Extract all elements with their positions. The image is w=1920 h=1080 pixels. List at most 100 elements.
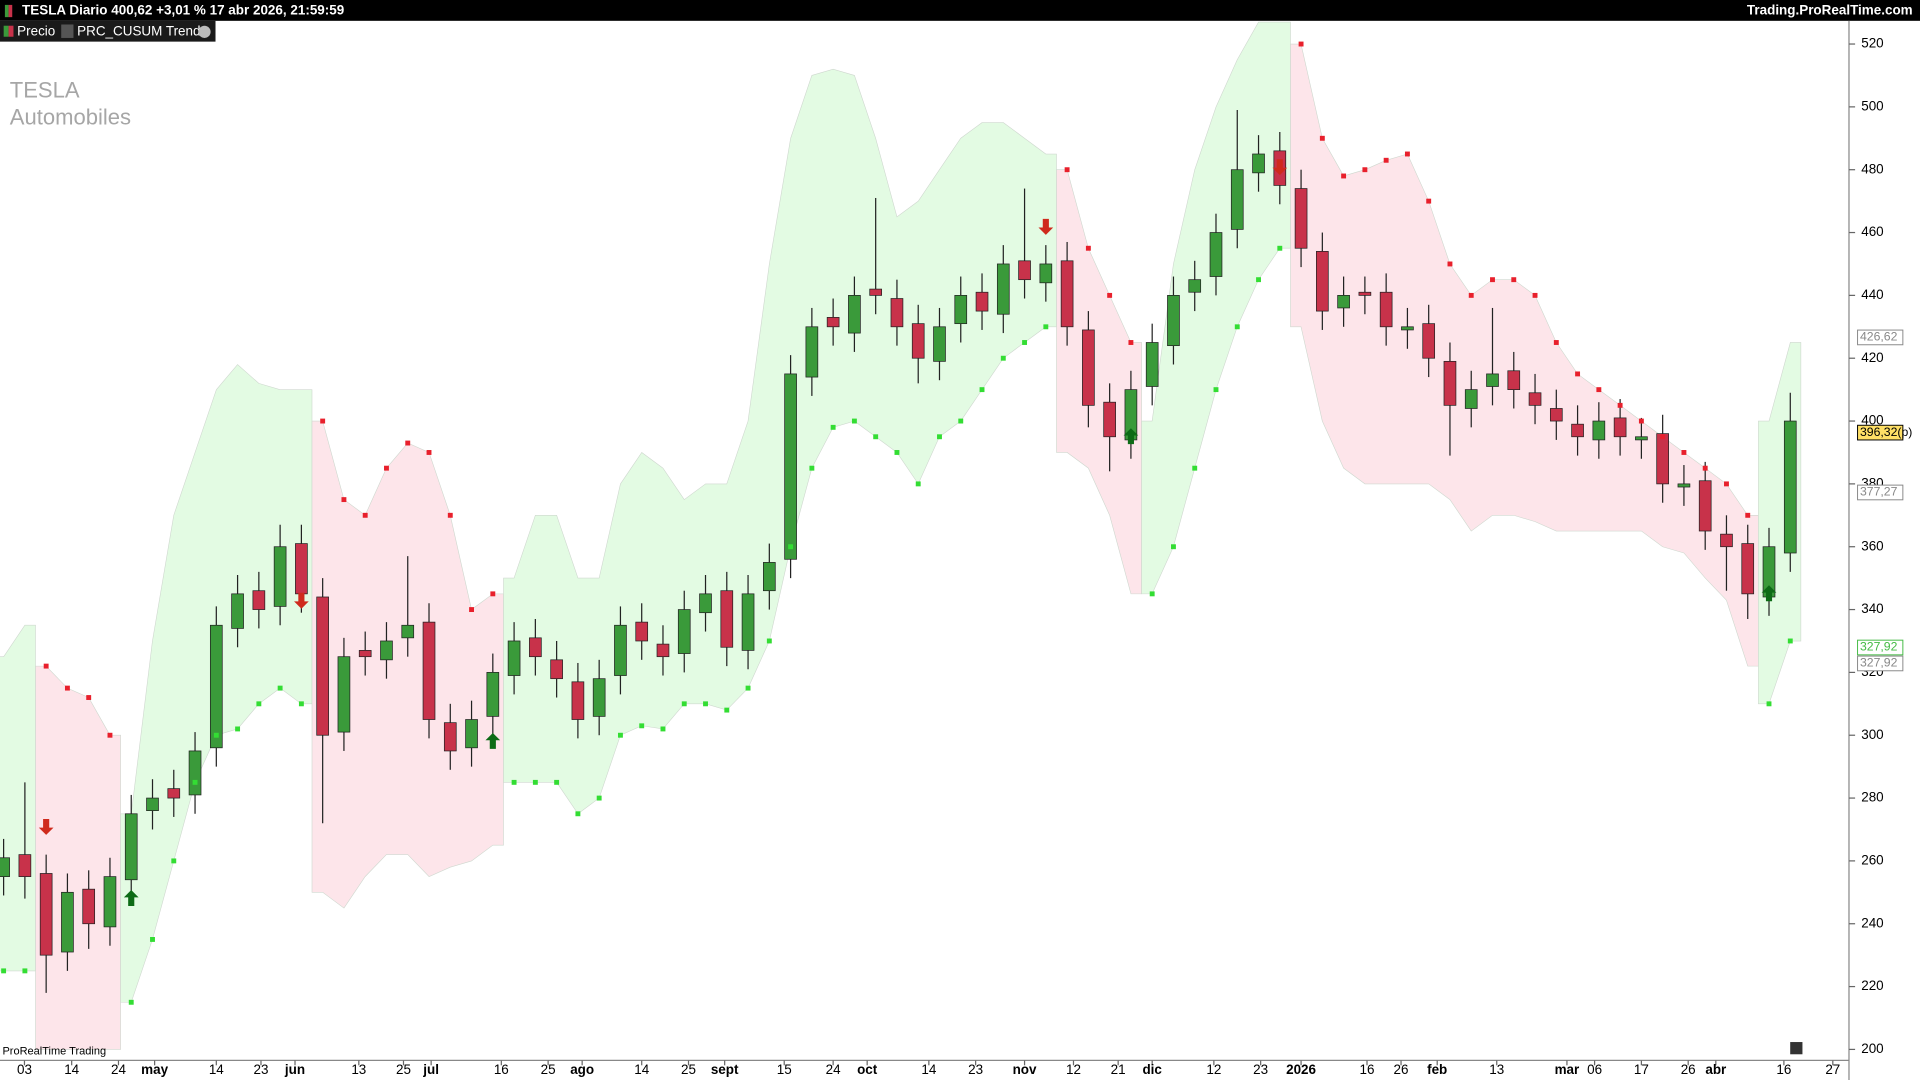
stop-dot — [766, 638, 772, 644]
stop-dot — [575, 811, 581, 817]
x-tick-label: nov — [1013, 1062, 1037, 1077]
y-tick-label: 420 — [1861, 350, 1883, 365]
stop-dot — [1362, 167, 1368, 173]
signal-arrow — [38, 818, 54, 835]
header-icon — [4, 4, 9, 18]
candle-body — [614, 624, 627, 676]
legend-close[interactable] — [198, 25, 211, 38]
x-tick-label: 26 — [1681, 1062, 1696, 1077]
stop-dot — [511, 779, 517, 785]
candle-body — [805, 326, 819, 378]
stop-dot — [1107, 292, 1113, 298]
candle-body — [465, 719, 478, 749]
legend-item[interactable]: Precio — [17, 23, 55, 38]
candle-body — [996, 263, 1010, 315]
x-tick-label: 25 — [681, 1062, 696, 1077]
price-label: 377,27 — [1860, 485, 1898, 499]
x-tick-label: 25 — [396, 1062, 411, 1077]
price-label: 327,92 — [1860, 640, 1898, 654]
candle-body — [1358, 291, 1372, 296]
candle-body — [380, 640, 393, 661]
candle-body — [209, 624, 223, 749]
candle-body — [677, 609, 691, 654]
y-tick-label: 220 — [1861, 978, 1883, 993]
y-tick-label: 500 — [1861, 98, 1883, 113]
stop-dot — [1, 968, 7, 974]
x-tick-label: 13 — [351, 1062, 366, 1077]
stop-dot — [894, 450, 900, 455]
stop-dot — [830, 424, 836, 430]
stop-dot — [86, 695, 92, 700]
candle-body — [61, 891, 74, 953]
header-site: Trading.ProRealTime.com — [1747, 3, 1913, 18]
stop-dot — [1468, 292, 1474, 298]
stop-dot — [979, 387, 985, 393]
candle-body — [507, 640, 521, 676]
candle-body — [1167, 295, 1180, 347]
y-tick-label: 360 — [1861, 538, 1883, 553]
candle-body — [295, 543, 308, 595]
candle-body — [1103, 401, 1116, 438]
y-tick-label: 440 — [1861, 287, 1883, 302]
stop-dot — [1319, 135, 1325, 141]
stop-dot — [1426, 198, 1432, 204]
candle-body — [39, 873, 53, 956]
candle-body — [252, 590, 266, 610]
stop-dot — [1787, 638, 1793, 644]
stop-dot — [788, 544, 794, 550]
stop-dot — [1298, 41, 1304, 47]
price-label-box — [1857, 484, 1904, 501]
x-tick-label: 26 — [1394, 1062, 1409, 1077]
stop-dot — [1532, 292, 1538, 298]
stop-dot — [1213, 387, 1219, 393]
trend-area — [0, 624, 36, 972]
candle-body — [592, 678, 606, 717]
signal-arrow — [1038, 218, 1054, 235]
candle-body — [1422, 323, 1436, 359]
axes: 2002202402602803003203403603804004204404… — [17, 36, 1912, 1077]
candle-body — [82, 888, 96, 925]
legend-swatch — [8, 25, 14, 37]
candle-body — [635, 621, 649, 642]
x-tick-label: jul — [422, 1062, 439, 1077]
candle-body — [1337, 295, 1350, 309]
candle-body — [18, 854, 32, 877]
stop-dot — [1681, 450, 1687, 455]
stop-dot — [1064, 167, 1070, 173]
x-tick-label: 16 — [494, 1062, 509, 1077]
stop-dot — [192, 779, 198, 785]
candle-body — [1656, 433, 1669, 485]
candle-body — [1486, 373, 1499, 387]
candle-body — [1635, 436, 1648, 441]
x-tick-label: sept — [711, 1062, 739, 1077]
stop-dot — [1745, 512, 1751, 518]
candle-body — [741, 593, 755, 651]
price-label-box — [1857, 639, 1904, 656]
stop-dot — [107, 732, 113, 738]
stop-dot — [1022, 340, 1028, 345]
x-tick-label: may — [141, 1062, 168, 1077]
stop-dot — [724, 707, 730, 713]
stop-dot — [532, 779, 538, 785]
x-tick-label: 23 — [968, 1062, 983, 1077]
x-tick-label: 15 — [777, 1062, 792, 1077]
stop-dot — [256, 701, 262, 707]
trend-area — [311, 420, 504, 909]
candle-body — [1528, 392, 1542, 406]
candle-body — [422, 621, 436, 720]
stop-dot — [660, 726, 666, 732]
stop-dot — [1596, 387, 1602, 393]
x-tick-label: 23 — [1253, 1062, 1268, 1077]
candle-body — [146, 797, 159, 812]
candle-body — [358, 650, 372, 658]
x-tick-label: 14 — [64, 1062, 79, 1077]
x-tick-label: 23 — [253, 1062, 268, 1077]
candle-body — [848, 295, 861, 334]
info-icon[interactable] — [1790, 1042, 1803, 1055]
stop-dot — [298, 701, 304, 707]
y-tick-label: 200 — [1861, 1041, 1883, 1056]
candle-body — [954, 295, 968, 325]
stop-dot — [745, 685, 751, 691]
legend-item[interactable]: PRC_CUSUM Trend — [77, 23, 200, 38]
